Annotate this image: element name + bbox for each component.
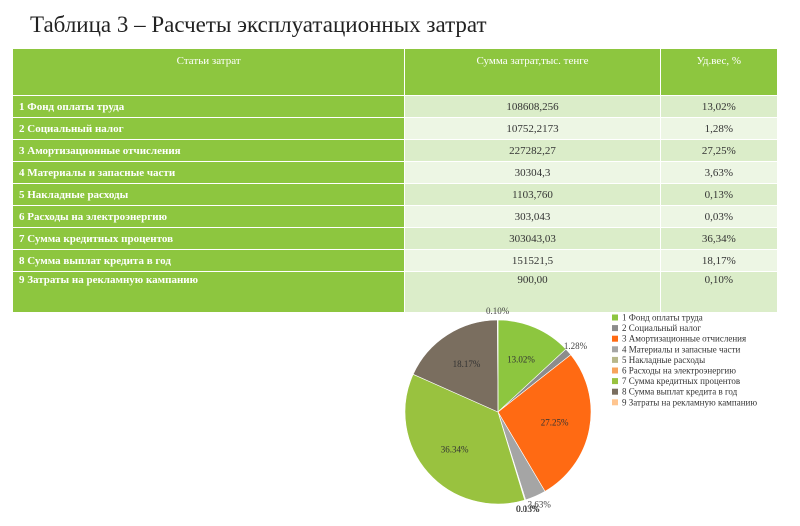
table-row: 5 Накладные расходы 1103,760 0,13% xyxy=(11,183,779,206)
legend-swatch xyxy=(612,367,618,374)
pie-chart: 13.02% 1.28% 27.25% 3.63%0.13%0.03% 36.34% 18… xyxy=(404,306,757,514)
legend-label: 2 Социальный налог xyxy=(622,323,701,333)
value-cell: 108608,256 xyxy=(404,95,661,118)
table-row: 6 Расходы на электроэнергию 303,043 0,03% xyxy=(11,205,779,228)
item-cell: 2 Социальный налог xyxy=(11,117,406,140)
value-cell: 36,34% xyxy=(659,227,779,250)
value-cell: 27,25% xyxy=(659,139,779,162)
data-label: 3.63% xyxy=(528,500,552,510)
table-row: 9 Затраты на рекламную кампанию 900,00 0,1… xyxy=(11,271,779,313)
header-cell: Статьи затрат xyxy=(11,48,406,96)
data-label: 1.28% xyxy=(564,341,588,351)
value-cell: 30304,3 xyxy=(404,161,661,184)
table-row: 1 Фонд оплаты труда 108608,256 13,02% xyxy=(11,95,779,118)
header-cell: Уд.вес, % xyxy=(659,48,779,96)
value-cell: 13,02% xyxy=(659,95,779,118)
legend-label: 5 Накладные расходы xyxy=(622,355,705,365)
legend-label: 3 Амортизационные отчисления xyxy=(622,334,746,344)
pie-slice xyxy=(404,373,526,505)
data-label: 18.17% xyxy=(453,359,481,369)
table-row: 3 Амортизационные отчисления 227282,27 27,… xyxy=(11,139,779,162)
data-label: 36.34% xyxy=(441,445,469,455)
table-row: 2 Социальный налог 10752,2173 1,28% xyxy=(11,117,779,140)
legend-label: 9 Затраты на рекламную кампанию xyxy=(622,397,757,407)
pie-slice xyxy=(497,319,499,413)
table-row: 8 Сумма выплат кредита в год 151521,5 18,1… xyxy=(11,249,779,272)
value-cell: 303043,03 xyxy=(404,227,661,250)
value-cell: 0,13% xyxy=(659,183,779,206)
pie-slice xyxy=(497,319,567,413)
legend-swatch xyxy=(612,388,618,395)
data-label: 27.25% xyxy=(541,417,569,427)
legend-swatch xyxy=(612,356,618,363)
table-row: 7 Сумма кредитных процентов 303043,03 36,3… xyxy=(11,227,779,250)
value-cell: 18,17% xyxy=(659,249,779,272)
legend-label: 8 Сумма выплат кредита в год xyxy=(622,387,738,397)
legend-swatch xyxy=(612,399,618,406)
legend-swatch xyxy=(612,346,618,353)
value-cell: 227282,27 xyxy=(404,139,661,162)
value-cell: 1,28% xyxy=(659,117,779,140)
legend-label: 7 Сумма кредитных процентов xyxy=(622,376,740,386)
cost-table: Статьи затрат Сумма затрат,тыс. тенге Уд.в… xyxy=(11,48,779,313)
item-cell: 6 Расходы на электроэнергию xyxy=(11,205,406,228)
value-cell: 0,10% xyxy=(659,271,779,313)
legend-label: 1 Фонд оплаты труда xyxy=(622,313,703,323)
header-cell: Сумма затрат,тыс. тенге xyxy=(404,48,661,96)
value-cell: 10752,2173 xyxy=(404,117,661,140)
pie-slice xyxy=(497,354,592,492)
table-row: 4 Материалы и запасные части 30304,3 3,63% xyxy=(11,161,779,184)
title: Таблица 3 – Расчеты эксплуатационных зат… xyxy=(30,12,487,37)
item-cell: 8 Сумма выплат кредита в год xyxy=(11,249,406,272)
legend-label: 4 Материалы и запасные части xyxy=(622,344,740,354)
value-cell: 1103,760 xyxy=(404,183,661,206)
legend-swatch xyxy=(612,325,618,332)
legend-label: 6 Расходы на электроэнергию xyxy=(622,366,736,376)
data-label: 0.10% xyxy=(486,306,510,316)
value-cell: 0,03% xyxy=(659,205,779,228)
value-cell: 151521,5 xyxy=(404,249,661,272)
value-cell: 303,043 xyxy=(404,205,661,228)
data-label: 13.02% xyxy=(507,355,535,365)
data-label: 0.13% xyxy=(516,504,540,514)
legend-swatch xyxy=(612,378,618,385)
item-cell: 9 Затраты на рекламную кампанию xyxy=(11,271,406,313)
item-cell: 1 Фонд оплаты труда xyxy=(11,95,406,118)
item-cell: 7 Сумма кредитных процентов xyxy=(11,227,406,250)
legend-swatch xyxy=(612,314,618,321)
data-label: 0.03% xyxy=(516,504,540,514)
item-cell: 5 Накладные расходы xyxy=(11,183,406,206)
pie-slice xyxy=(412,319,499,413)
legend-swatch xyxy=(612,335,618,342)
item-cell: 4 Материалы и запасные части xyxy=(11,161,406,184)
item-cell: 3 Амортизационные отчисления xyxy=(11,139,406,162)
value-cell: 3,63% xyxy=(659,161,779,184)
